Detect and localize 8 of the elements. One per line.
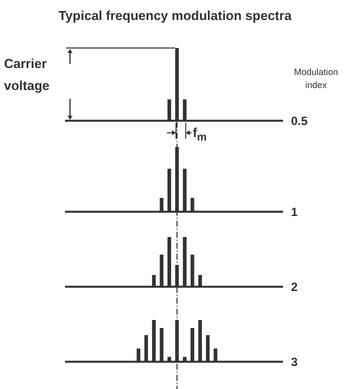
text: f$_{m}$: [192, 124, 207, 144]
y2-axis-title: 3: [291, 354, 298, 370]
y2-axis-title: 2: [291, 278, 298, 295]
chart-title: Typical frequency modulation spectra: [57, 8, 293, 23]
text: Modulation index: [292, 66, 340, 92]
y2-axis-title: 1: [291, 204, 298, 220]
y2-axis-title: 0.5: [291, 112, 308, 129]
text: Carrier voltage: [4, 55, 51, 95]
